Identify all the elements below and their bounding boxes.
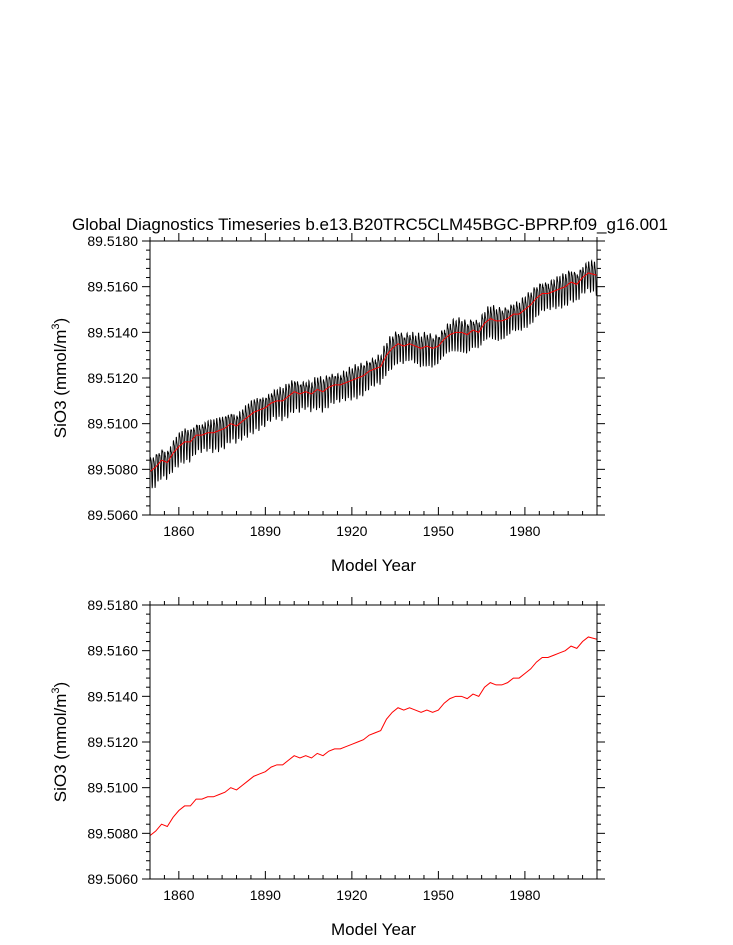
x-tick-label: 1980 xyxy=(509,887,540,903)
x-axis-label: Model Year xyxy=(331,556,416,575)
x-tick-label: 1860 xyxy=(163,887,194,903)
chart-title: Global Diagnostics Timeseries b.e13.B20T… xyxy=(72,215,668,234)
x-tick-label: 1980 xyxy=(509,523,540,539)
y-axis-label: SiO3 (mmol/m3) xyxy=(50,318,70,438)
x-tick-label: 1860 xyxy=(163,523,194,539)
y-tick-label: 89.5100 xyxy=(87,416,138,432)
y-tick-label: 89.5140 xyxy=(87,688,138,704)
y-tick-label: 89.5120 xyxy=(87,734,138,750)
x-tick-label: 1920 xyxy=(336,523,367,539)
y-tick-label: 89.5060 xyxy=(87,871,138,887)
y-tick-label: 89.5080 xyxy=(87,825,138,841)
series-line-annual xyxy=(150,636,597,837)
y-tick-label: 89.5160 xyxy=(87,643,138,659)
y-tick-label: 89.5120 xyxy=(87,370,138,386)
y-tick-label: 89.5140 xyxy=(87,324,138,340)
y-tick-label: 89.5160 xyxy=(87,279,138,295)
x-tick-label: 1920 xyxy=(336,887,367,903)
plot-frame xyxy=(149,604,598,880)
y-tick-label: 89.5180 xyxy=(87,233,138,249)
y-tick-label: 89.5180 xyxy=(87,597,138,613)
series-line-monthly xyxy=(150,258,597,489)
top-panel: 1860 1890 1920 1950 1980 89.5060 89.5080 89.510… xyxy=(50,233,605,575)
y-tick-label: 89.5060 xyxy=(87,507,138,523)
y-axis-label: SiO3 (mmol/m3) xyxy=(50,682,70,802)
y-tick-label: 89.5080 xyxy=(87,461,138,477)
series-line-annual xyxy=(150,272,597,473)
bottom-panel: 1860 1890 1920 1950 1980 89.5060 89.5080 89.510… xyxy=(50,597,605,939)
x-tick-label: 1890 xyxy=(250,523,281,539)
x-tick-label: 1890 xyxy=(250,887,281,903)
x-tick-label: 1950 xyxy=(423,887,454,903)
x-axis-label: Model Year xyxy=(331,920,416,939)
y-tick-label: 89.5100 xyxy=(87,780,138,796)
x-tick-label: 1950 xyxy=(423,523,454,539)
